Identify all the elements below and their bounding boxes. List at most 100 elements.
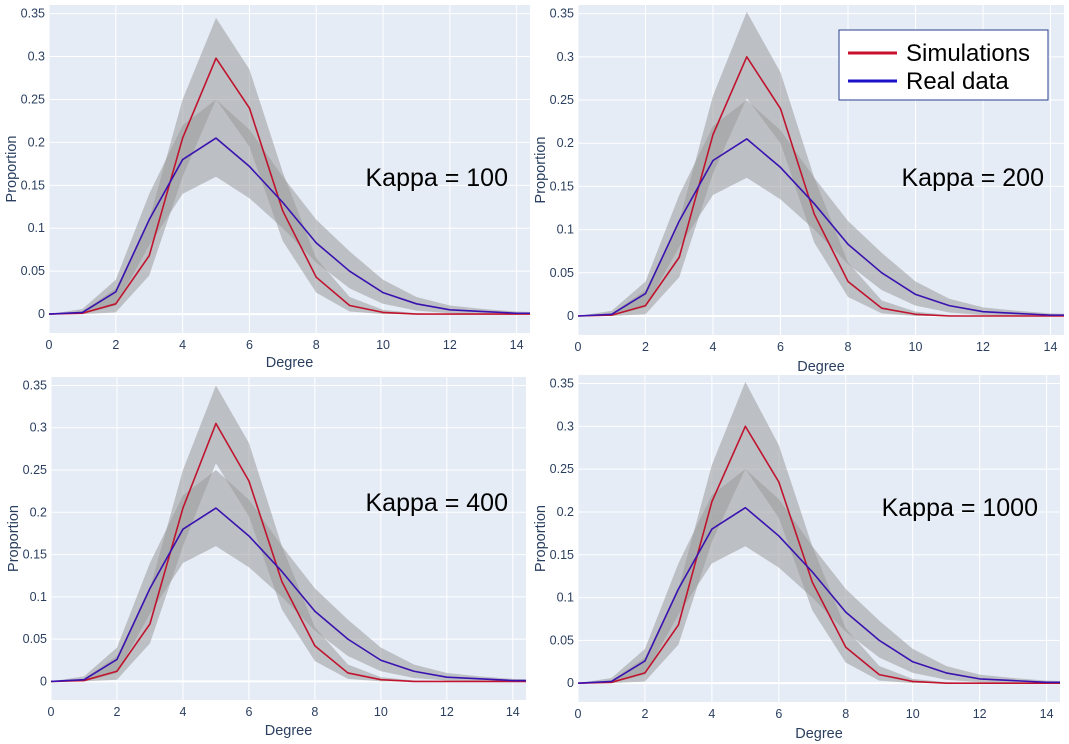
y-tick-label: 0.2 bbox=[30, 505, 47, 519]
y-tick-label: 0.05 bbox=[550, 633, 574, 647]
panels: 0 2 4 6 8 10 12 14 0 0.05 0.1 0.15 0.2 0.25 0.3 0.35 Deg… bbox=[4, 5, 1064, 742]
x-tick-label: 12 bbox=[976, 340, 990, 354]
y-tick-label: 0.05 bbox=[23, 632, 47, 646]
real-data-line bbox=[49, 137, 530, 315]
x-axis-title: Degree bbox=[266, 355, 314, 371]
y-tick-label: 0.25 bbox=[550, 93, 574, 107]
x-axis-title: Degree bbox=[795, 726, 843, 742]
y-axis-title: Proportion bbox=[4, 136, 20, 203]
x-tick-label: 0 bbox=[575, 340, 582, 354]
y-tick-label: 0.35 bbox=[23, 378, 47, 392]
x-tick-label: 14 bbox=[506, 705, 520, 719]
real-data-band bbox=[49, 99, 530, 315]
x-tick-label: 4 bbox=[179, 338, 186, 352]
x-tick-label: 10 bbox=[374, 705, 388, 719]
y-tick-label: 0.05 bbox=[550, 266, 574, 280]
y-tick-label: 0 bbox=[38, 307, 45, 321]
y-tick-label: 0.1 bbox=[30, 590, 47, 604]
x-tick-label: 8 bbox=[311, 705, 318, 719]
y-tick-label: 0.2 bbox=[557, 505, 574, 519]
x-tick-label: 12 bbox=[973, 707, 987, 721]
x-tick-label: 10 bbox=[906, 707, 920, 721]
y-tick-label: 0.25 bbox=[23, 463, 47, 477]
x-tick-label: 14 bbox=[1044, 340, 1058, 354]
y-tick-label: 0 bbox=[567, 309, 574, 323]
x-tick-label: 6 bbox=[777, 340, 784, 354]
y-tick-label: 0.25 bbox=[550, 462, 574, 476]
chart-panel-3: 0 2 4 6 8 10 12 14 0 0.05 0.1 0.15 0.2 0.25 0.3 0.35 Deg… bbox=[6, 377, 526, 739]
x-tick-label: 14 bbox=[1040, 707, 1054, 721]
plot-area bbox=[578, 11, 1064, 317]
plot-area bbox=[578, 381, 1060, 684]
x-tick-label: 2 bbox=[112, 338, 119, 352]
y-tick-label: 0.3 bbox=[30, 421, 47, 435]
simulations-line bbox=[51, 422, 526, 683]
tick-labels: 0 2 4 6 8 10 12 14 0 0.05 0.1 0.15 0.2 0.25 0.3 0.35 bbox=[550, 377, 1054, 721]
x-tick-label: 6 bbox=[245, 705, 252, 719]
real-data-band bbox=[578, 469, 1060, 684]
y-tick-label: 0.15 bbox=[21, 178, 45, 192]
plot-area bbox=[49, 17, 530, 315]
legend-label: Simulations bbox=[906, 40, 1030, 67]
real-data-band bbox=[578, 100, 1064, 316]
x-tick-label: 0 bbox=[48, 705, 55, 719]
kappa-annotation: Kappa = 1000 bbox=[882, 494, 1038, 522]
y-tick-label: 0.3 bbox=[557, 419, 574, 433]
chart-panel-4: 0 2 4 6 8 10 12 14 0 0.05 0.1 0.15 0.2 0.25 0.3 0.35 Deg… bbox=[533, 375, 1060, 742]
y-tick-label: 0.1 bbox=[557, 223, 574, 237]
x-tick-label: 0 bbox=[46, 338, 53, 352]
y-tick-label: 0.35 bbox=[550, 7, 574, 21]
y-axis-title: Proportion bbox=[533, 505, 549, 572]
tick-labels: 0 2 4 6 8 10 12 14 0 0.05 0.1 0.15 0.2 0.25 0.3 0.35 bbox=[21, 7, 524, 352]
y-axis-title: Proportion bbox=[533, 137, 549, 204]
x-tick-label: 10 bbox=[909, 340, 923, 354]
x-tick-label: 8 bbox=[842, 707, 849, 721]
kappa-annotation: Kappa = 400 bbox=[366, 489, 509, 517]
real-data-line bbox=[51, 507, 526, 683]
real-data-line bbox=[578, 138, 1064, 317]
x-tick-label: 6 bbox=[775, 707, 782, 721]
simulations-line bbox=[578, 425, 1060, 684]
y-tick-label: 0.3 bbox=[557, 50, 574, 64]
simulations-line bbox=[578, 56, 1064, 317]
y-tick-label: 0.25 bbox=[21, 92, 45, 106]
legend-label: Real data bbox=[906, 68, 1009, 95]
y-tick-label: 0 bbox=[567, 676, 574, 690]
chart-panel-1: 0 2 4 6 8 10 12 14 0 0.05 0.1 0.15 0.2 0.25 0.3 0.35 Deg… bbox=[4, 5, 530, 371]
x-tick-label: 8 bbox=[845, 340, 852, 354]
x-axis-title: Degree bbox=[797, 359, 845, 375]
x-tick-label: 14 bbox=[510, 338, 524, 352]
tick-labels: 0 2 4 6 8 10 12 14 0 0.05 0.1 0.15 0.2 0.25 0.3 0.35 bbox=[23, 378, 520, 719]
real-data-line bbox=[578, 506, 1060, 684]
chart-panel-2: 0 2 4 6 8 10 12 14 0 0.05 0.1 0.15 0.2 0.25 0.3 0.35 Deg… bbox=[533, 5, 1064, 375]
x-tick-label: 2 bbox=[113, 705, 120, 719]
simulations-line bbox=[49, 57, 530, 315]
x-tick-label: 2 bbox=[641, 707, 648, 721]
y-tick-label: 0.15 bbox=[23, 548, 47, 562]
y-tick-label: 0.1 bbox=[28, 221, 45, 235]
x-tick-label: 4 bbox=[708, 707, 715, 721]
x-tick-label: 0 bbox=[575, 707, 582, 721]
x-tick-label: 12 bbox=[443, 338, 457, 352]
y-tick-label: 0.05 bbox=[21, 264, 45, 278]
x-tick-label: 2 bbox=[642, 340, 649, 354]
y-tick-label: 0.35 bbox=[21, 7, 45, 21]
x-axis-title: Degree bbox=[265, 723, 313, 739]
x-tick-label: 12 bbox=[440, 705, 454, 719]
legend-box bbox=[838, 29, 1049, 101]
y-tick-label: 0.2 bbox=[28, 135, 45, 149]
x-tick-label: 10 bbox=[376, 338, 390, 352]
y-tick-label: 0.35 bbox=[550, 377, 574, 391]
real-data-band bbox=[51, 470, 526, 682]
kappa-annotation: Kappa = 200 bbox=[902, 164, 1045, 192]
tick-labels: 0 2 4 6 8 10 12 14 0 0.05 0.1 0.15 0.2 0.25 0.3 0.35 bbox=[550, 7, 1058, 354]
x-tick-label: 8 bbox=[313, 338, 320, 352]
x-tick-label: 4 bbox=[179, 705, 186, 719]
y-tick-label: 0.15 bbox=[550, 179, 574, 193]
x-tick-label: 6 bbox=[246, 338, 253, 352]
plot-area bbox=[51, 385, 526, 683]
y-tick-label: 0 bbox=[40, 674, 47, 688]
y-axis-title: Proportion bbox=[6, 505, 22, 572]
